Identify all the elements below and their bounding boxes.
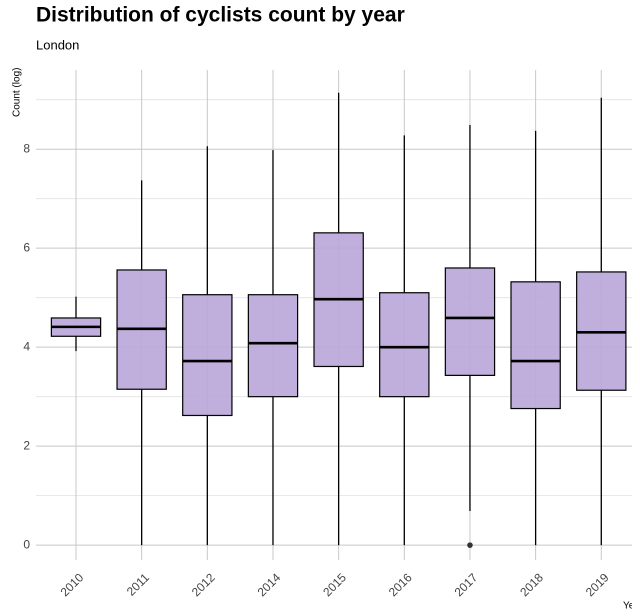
y-tick-label: 4 bbox=[23, 339, 30, 353]
chart-title: Distribution of cyclists count by year bbox=[36, 4, 405, 27]
y-tick-label: 2 bbox=[23, 438, 30, 452]
x-tick-label: 2018 bbox=[517, 570, 546, 599]
y-tick-label: 6 bbox=[23, 240, 30, 254]
y-axis-label: Count (log) bbox=[12, 68, 23, 117]
box bbox=[510, 281, 561, 410]
x-tick-label: 2012 bbox=[189, 570, 218, 599]
box bbox=[182, 294, 233, 417]
x-tick-label: 2017 bbox=[452, 570, 481, 599]
box bbox=[247, 294, 299, 398]
x-axis-label: Ye bbox=[623, 601, 632, 612]
x-tick-label: 2014 bbox=[255, 570, 284, 599]
box bbox=[444, 267, 496, 376]
x-tick-label: 2019 bbox=[583, 570, 612, 599]
box bbox=[379, 292, 430, 398]
x-tick-label: 2011 bbox=[124, 570, 152, 598]
y-tick-label: 0 bbox=[23, 537, 30, 551]
x-tick-label: 2016 bbox=[386, 570, 415, 599]
x-tick-label: 2010 bbox=[58, 570, 87, 599]
outlier bbox=[467, 542, 473, 548]
chart-subtitle: London bbox=[36, 37, 79, 52]
x-tick-label: 2015 bbox=[320, 570, 349, 599]
y-tick-label: 8 bbox=[23, 141, 30, 155]
